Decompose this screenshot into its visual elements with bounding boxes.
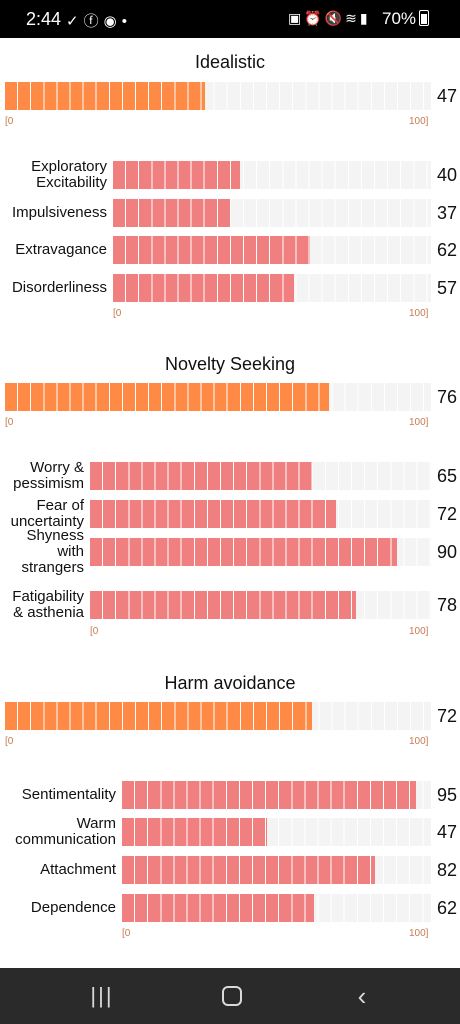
section-1-main-scale-max: 100] (409, 116, 429, 127)
section-3-row-3-value: 82 (437, 860, 458, 880)
section-3-main-bar-track (5, 702, 431, 730)
section-3-row-1-value: 95 (437, 785, 458, 805)
chart-content: Idealistic 47 [0 100] Exploratory Excitabili… (0, 38, 460, 968)
check-icon: ✓ (66, 13, 84, 30)
system-icons: ▣⏰🔇≋▮ (288, 10, 371, 27)
section-2-row-3-bar-track (90, 538, 431, 566)
section-2-main-value: 76 (437, 387, 458, 407)
section-3-row-4-bar-track (122, 894, 431, 922)
home-icon (222, 986, 242, 1006)
section-1-sub-scale-min: [0 (113, 308, 122, 319)
battery-icon (419, 10, 430, 26)
section-2-main-bar-fill (5, 383, 329, 411)
section-1-row-2-bar-fill (113, 199, 231, 227)
home-button[interactable] (212, 982, 252, 1010)
section-2-row-2-bar-fill (90, 500, 336, 528)
section-3-row-1-bar-fill (122, 781, 416, 809)
section-2-row-1-label: Worry & pessimism (13, 459, 84, 492)
section-1-row-1-value: 40 (437, 165, 458, 185)
section-1-sub-scale-max: 100] (409, 308, 429, 319)
status-bar: 2:44 ✓ⓕ◉• ▣⏰🔇≋▮ 70% (0, 0, 460, 38)
section-2-row-2-label: Fear of uncertainty (10, 497, 84, 530)
section-3-row-4-label: Dependence (30, 899, 116, 916)
wifi-icon: ≋ (345, 10, 360, 26)
section-3-main-bar-fill (5, 702, 312, 730)
section-1-row-3-bar-track (113, 236, 431, 264)
recent-apps-icon: ||| (90, 983, 114, 1008)
section-1-row-4-label: Disorderliness (11, 279, 107, 296)
section-2-title: Novelty Seeking (164, 354, 296, 374)
section-1-main-value: 47 (437, 86, 458, 106)
section-1-row-1-label: Exploratory Excitability (31, 158, 107, 191)
section-2-row-1-bar-track (90, 462, 431, 490)
battery-saver-icon: ▣ (288, 10, 305, 26)
section-3-title: Harm avoidance (164, 673, 296, 693)
section-3-main-scale-min: [0 (5, 736, 14, 747)
section-1-main-scale-min: [0 (5, 116, 14, 127)
section-2-row-2-value: 72 (437, 504, 458, 524)
section-3-row-2-value: 47 (437, 822, 458, 842)
section-2-row-2-bar-track (90, 500, 431, 528)
section-2-row-1-bar-fill (90, 462, 312, 490)
recent-apps-button[interactable]: ||| (82, 982, 122, 1010)
section-1-row-2-bar-track (113, 199, 431, 227)
section-1-row-4-bar-fill (113, 274, 295, 302)
section-1-row-2-value: 37 (437, 203, 458, 223)
section-2-row-4-bar-fill (90, 591, 356, 619)
facebook-icon: ⓕ (83, 13, 104, 30)
back-icon: ‹ (357, 981, 367, 1011)
section-3-row-3-bar-fill (122, 856, 376, 884)
status-time: 2:44 (26, 9, 62, 29)
section-2-row-4-label: Fatigability & asthenia (12, 588, 84, 621)
section-2-sub-scale-min: [0 (90, 626, 99, 637)
dot-icon: • (121, 13, 132, 30)
section-3-row-4-value: 62 (437, 898, 458, 918)
section-3-row-3-label: Attachment (40, 861, 116, 878)
section-3-row-1-bar-track (122, 781, 431, 809)
battery-status: 70% (382, 9, 430, 29)
section-2-main-scale-max: 100] (409, 417, 429, 428)
signal-icon: ▮ (359, 10, 371, 26)
back-button[interactable]: ‹ (342, 982, 382, 1010)
section-3-row-4-bar-fill (122, 894, 314, 922)
section-3-row-2-label: Warm communication (15, 815, 116, 848)
section-2-row-3-bar-fill (90, 538, 397, 566)
section-3-row-3-bar-track (122, 856, 431, 884)
section-3-row-1-label: Sentimentality (21, 786, 116, 803)
section-1-row-1-bar-track (113, 161, 431, 189)
section-1-row-2-label: Impulsiveness (11, 204, 107, 221)
section-2-main-scale-min: [0 (5, 417, 14, 428)
mute-icon: 🔇 (324, 10, 346, 26)
section-2-sub-scale-max: 100] (409, 626, 429, 637)
section-3-main-value: 72 (437, 706, 458, 726)
section-1-title: Idealistic (194, 52, 266, 72)
section-3-sub-scale-min: [0 (122, 928, 131, 939)
battery-percent: 70% (382, 9, 417, 28)
section-1-row-1-bar-fill (113, 161, 241, 189)
section-1-main-bar-fill (5, 82, 206, 110)
notification-icons: ✓ⓕ◉• (66, 10, 132, 31)
section-2-main-bar-track (5, 383, 431, 411)
section-2-row-4-value: 78 (437, 595, 458, 615)
section-3-sub-scale-max: 100] (409, 928, 429, 939)
section-1-row-3-bar-fill (113, 236, 311, 264)
section-2-row-4-bar-track (90, 591, 431, 619)
navigation-bar: ||| ‹ (0, 968, 460, 1024)
section-3-main-scale-max: 100] (409, 736, 429, 747)
section-1-main-bar-track (5, 82, 431, 110)
section-1-row-3-label: Extravagance (15, 241, 107, 258)
section-2-row-3-label: Shyness with strangers (21, 527, 84, 576)
alarm-icon: ⏰ (304, 10, 325, 26)
section-2-row-3-value: 90 (437, 542, 458, 562)
section-1-row-4-bar-track (113, 274, 431, 302)
section-1-row-3-value: 62 (437, 240, 458, 260)
section-3-row-2-bar-fill (122, 818, 268, 846)
section-1-row-4-value: 57 (437, 278, 458, 298)
messenger-icon: ◉ (103, 13, 122, 30)
section-3-row-2-bar-track (122, 818, 431, 846)
section-2-row-1-value: 65 (437, 466, 458, 486)
